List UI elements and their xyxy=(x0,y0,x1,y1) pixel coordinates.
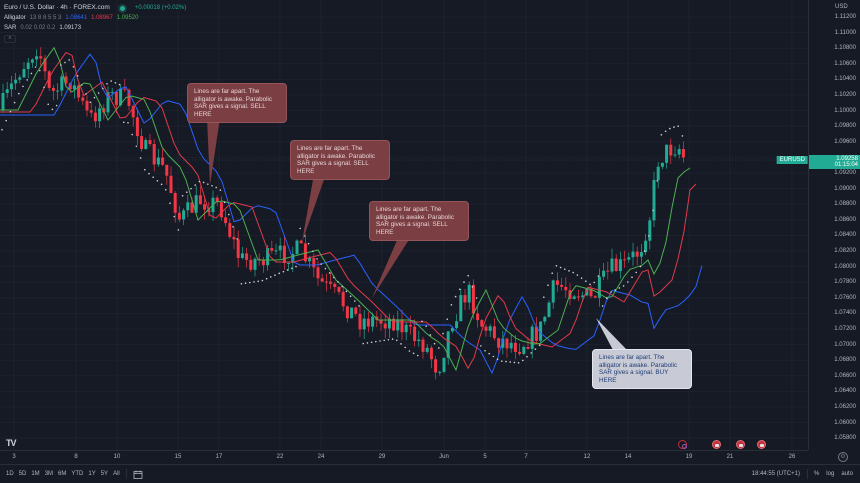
time-tick: 14 xyxy=(624,454,632,460)
time-tick: 22 xyxy=(276,454,284,460)
time-tick: 24 xyxy=(317,454,325,460)
economic-event-icon[interactable] xyxy=(736,440,745,449)
chart-legend: Euro / U.S. Dollar · 4h · FOREX.com +0.0… xyxy=(4,3,186,43)
alligator-label: Alligator xyxy=(4,15,26,21)
alligator-lips-value: 1.09520 xyxy=(116,15,139,21)
time-tick: Jun xyxy=(439,454,449,460)
symbol-title[interactable]: Euro / U.S. Dollar · 4h · FOREX.com xyxy=(4,4,110,11)
price-tick: 1.09200 xyxy=(834,170,856,176)
chevron-up-icon[interactable]: ˄ xyxy=(4,35,16,43)
time-tick: 15 xyxy=(174,454,182,460)
time-tick: 19 xyxy=(685,454,693,460)
range-all[interactable]: All xyxy=(113,471,120,477)
sar-value: 1.09173 xyxy=(59,25,82,31)
range-1y[interactable]: 1Y xyxy=(88,471,96,477)
price-tick: 1.08800 xyxy=(834,201,856,208)
divider xyxy=(125,469,127,479)
price-change: +0.00018 (+0.02%) xyxy=(134,5,187,11)
range-3m[interactable]: 3M xyxy=(44,471,54,477)
economic-event-icon[interactable] xyxy=(712,440,721,449)
price-tick: 1.10800 xyxy=(834,45,856,52)
price-tick: 1.05800 xyxy=(834,435,856,442)
range-5d[interactable]: 5D xyxy=(18,471,27,477)
price-tick: 1.10200 xyxy=(834,92,856,98)
alligator-jaw-value: 1.08641 xyxy=(65,15,88,21)
sell-note-1[interactable]: Lines are far apart. The alligator is aw… xyxy=(187,83,287,124)
range-1m[interactable]: 1M xyxy=(31,471,40,477)
sar-params: 0.02 0.02 0.2 xyxy=(20,25,56,31)
log-toggle[interactable]: log xyxy=(826,471,835,477)
auto-toggle[interactable]: auto xyxy=(841,471,853,477)
price-tick: 1.09800 xyxy=(834,123,856,130)
alligator-teeth-value: 1.08967 xyxy=(91,15,113,21)
axis-options: 18:44:55 (UTC+1) % log auto xyxy=(752,469,860,479)
price-tick: 1.09000 xyxy=(834,185,856,192)
time-tick: 26 xyxy=(788,454,796,460)
calendar-icon[interactable] xyxy=(133,470,143,479)
price-tick: 1.06200 xyxy=(834,404,856,410)
price-tick: 1.11000 xyxy=(834,29,856,36)
price-tick: 1.10600 xyxy=(834,60,856,67)
price-tick: 1.10400 xyxy=(834,76,856,83)
price-axis[interactable]: USD 1.11200 1.11000 1.10800 1.10600 1.10400 1… xyxy=(808,0,860,450)
economic-event-icon[interactable] xyxy=(757,440,766,449)
price-tick: 1.08400 xyxy=(834,232,856,239)
alligator-params: 13 8 8 5 5 3 xyxy=(29,15,62,21)
price-tick: 1.07800 xyxy=(834,279,856,286)
price-tick: 1.08000 xyxy=(834,263,856,270)
sar-row[interactable]: SAR 0.02 0.02 0.2 1.09173 xyxy=(4,23,186,33)
price-tick: 1.07600 xyxy=(834,294,856,301)
sell-note-3[interactable]: Lines are far apart. The alligator is aw… xyxy=(369,201,469,242)
price-tick: 1.09600 xyxy=(834,138,856,145)
price-tick: 1.06600 xyxy=(834,372,856,379)
time-tick: 5 xyxy=(483,454,487,460)
market-open-icon xyxy=(119,5,125,11)
range-5y[interactable]: 5Y xyxy=(100,471,109,477)
time-tick: 17 xyxy=(215,454,223,460)
time-axis[interactable]: 3 8 10 15 17 22 24 29 Jun 5 7 12 14 19 21 26 xyxy=(0,450,808,464)
bottom-toolbar: 1D 5D 1M 3M 6M YTD 1Y 5Y All 18:44:55 (U… xyxy=(0,464,860,483)
time-tick: 3 xyxy=(12,454,16,460)
time-tick: 10 xyxy=(113,454,121,460)
range-ytd[interactable]: YTD xyxy=(71,471,84,477)
time-tick: 12 xyxy=(583,454,591,460)
range-1d[interactable]: 1D xyxy=(6,471,14,477)
last-price-badge: 1.09258 01:15:04 xyxy=(809,155,860,169)
price-tick: 1.06400 xyxy=(834,388,856,395)
time-tick: 7 xyxy=(524,454,528,460)
time-tick: 8 xyxy=(74,454,78,460)
gear-icon[interactable]: ⚙ xyxy=(838,452,848,462)
range-6m[interactable]: 6M xyxy=(58,471,67,477)
price-tick: 1.06000 xyxy=(834,419,856,426)
percent-toggle[interactable]: % xyxy=(813,471,820,477)
price-tick: 1.07400 xyxy=(834,310,856,317)
earnings-event-icon[interactable] xyxy=(678,440,687,449)
symbol-row: Euro / U.S. Dollar · 4h · FOREX.com +0.0… xyxy=(4,3,186,13)
price-tick: 1.07200 xyxy=(834,326,856,332)
time-tick: 29 xyxy=(378,454,386,460)
price-tick: 1.08200 xyxy=(834,248,856,254)
price-tick: 1.08600 xyxy=(834,216,856,223)
symbol-price-badge: EURUSD xyxy=(776,156,808,164)
bar-countdown: 01:15:04 xyxy=(834,162,858,168)
alligator-row[interactable]: Alligator 13 8 8 5 5 3 1.08641 1.08967 1… xyxy=(4,13,186,23)
last-price: 1.09258 xyxy=(836,156,858,162)
price-tick: 1.07000 xyxy=(834,341,856,348)
tradingview-logo[interactable]: TV xyxy=(6,438,16,448)
price-tick: 1.11200 xyxy=(834,14,856,20)
clock-timezone[interactable]: 18:44:55 (UTC+1) xyxy=(751,471,800,477)
sar-label: SAR xyxy=(4,25,17,31)
price-tick: 1.06800 xyxy=(834,357,856,364)
currency-label[interactable]: USD xyxy=(835,4,848,10)
buy-note[interactable]: Lines are far apart. The alligator is aw… xyxy=(592,349,692,390)
divider xyxy=(806,469,808,479)
sell-note-2[interactable]: Lines are far apart. The alligator is aw… xyxy=(290,140,390,181)
price-tick: 1.10000 xyxy=(834,107,856,114)
time-tick: 21 xyxy=(726,454,734,460)
